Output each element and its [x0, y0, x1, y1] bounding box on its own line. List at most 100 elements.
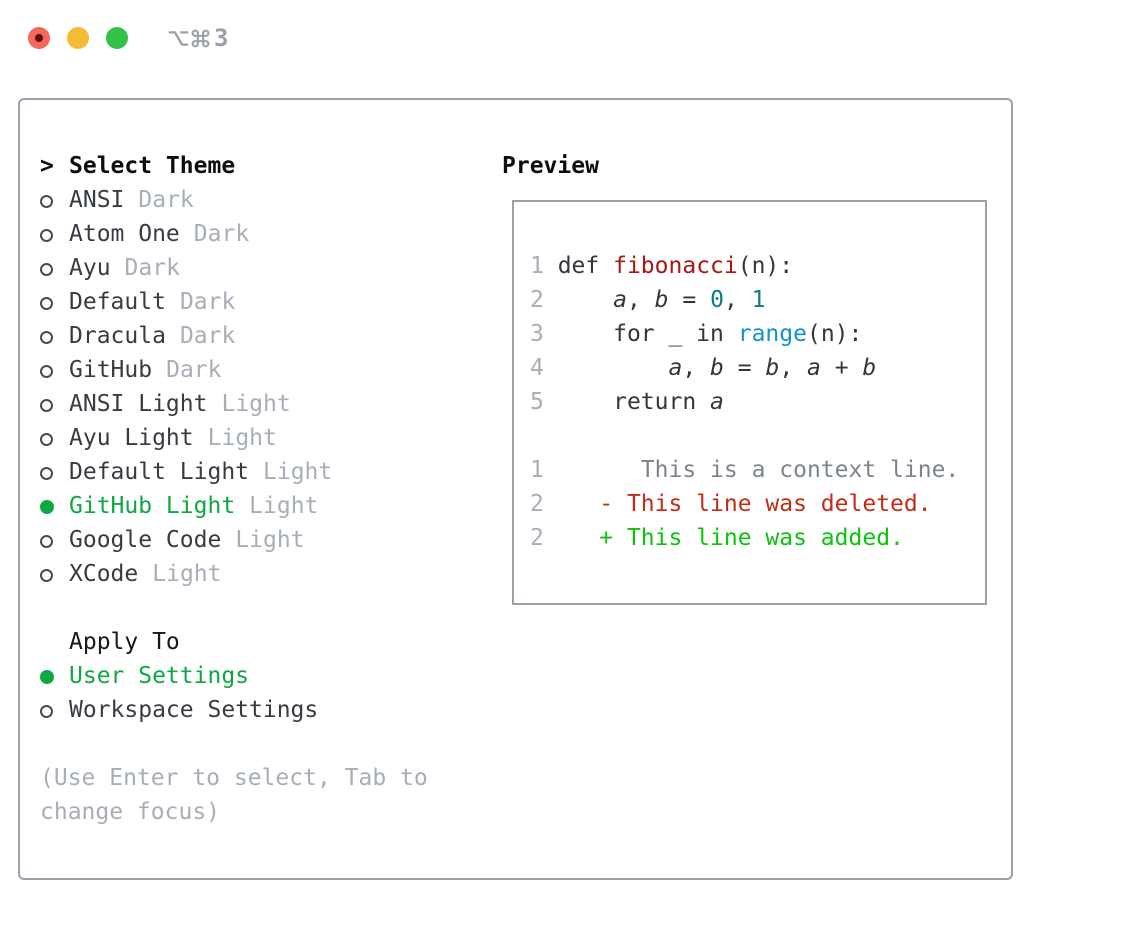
code-segment-code: def [543, 253, 614, 279]
preview-header: Preview [502, 149, 987, 183]
preview-pane: Preview 1 def fibonacci(n): 2 a, b = 0, 1… [502, 149, 987, 878]
theme-variant-tag: Dark [179, 289, 236, 315]
code-segment-code: , [682, 355, 711, 381]
theme-variant-tag: Light [152, 561, 222, 587]
apply-option-user-settings[interactable]: User Settings [40, 659, 502, 693]
theme-name: Ayu Light [69, 425, 194, 451]
radio-icon [40, 183, 69, 217]
unsaved-dot-icon [35, 34, 43, 42]
diff-line: 2 + This line was added. [530, 521, 985, 555]
theme-dialog: > Select Theme ANSI Dark Atom One Dark Ayu Dar… [18, 98, 1013, 880]
apply-to-title: Apply To [69, 629, 180, 655]
code-segment-add: + This line was added. [599, 525, 904, 551]
apply-to-header: Apply To [40, 625, 502, 659]
code-segment-func: fibonacci [613, 253, 738, 279]
code-segment-numlit: 1 [751, 287, 766, 313]
hint-text: (Use Enter to select, Tab to [40, 765, 428, 791]
code-segment-ln: 1 [530, 253, 544, 279]
minimize-button[interactable] [67, 27, 89, 49]
window-shortcut-label: 3 [168, 26, 228, 50]
radio-icon [40, 353, 69, 387]
apply-option-label: Workspace Settings [69, 697, 319, 723]
theme-name: GitHub [69, 357, 153, 383]
diff-line: 1 This is a context line. [530, 453, 985, 487]
theme-variant-tag: Dark [138, 187, 194, 213]
theme-option-dracula[interactable]: Dracula Dark [40, 319, 502, 353]
code-segment-context: This is a context line. [543, 457, 960, 483]
code-segment-ln: 1 [530, 457, 544, 483]
code-segment-code: , [626, 287, 655, 313]
apply-option-workspace-settings[interactable]: Workspace Settings [40, 693, 502, 727]
code-line: 3 for _ in range(n): [530, 317, 985, 351]
hint-text: change focus) [40, 799, 221, 825]
code-segment-code: , [779, 355, 808, 381]
close-button[interactable] [28, 27, 50, 49]
code-segment-ln: 3 [530, 321, 544, 347]
theme-option-default-light[interactable]: Default Light Light [40, 455, 502, 489]
code-segment-var: a [710, 389, 724, 415]
radio-selected-icon [40, 659, 69, 693]
radio-icon [40, 217, 69, 251]
theme-name: Atom One [69, 221, 180, 247]
code-segment-var: b [654, 287, 669, 313]
code-segment-code [544, 491, 599, 517]
code-segment-ln: 5 [530, 389, 544, 415]
code-segment-code [544, 287, 613, 313]
theme-variant-tag: Dark [179, 323, 236, 349]
theme-option-default[interactable]: Default Dark [40, 285, 502, 319]
code-segment-ln: 4 [530, 355, 544, 381]
keyboard-hint: (Use Enter to select, Tab to change focus… [40, 761, 502, 829]
theme-picker: > Select Theme ANSI Dark Atom One Dark Ayu Dar… [40, 149, 502, 878]
radio-icon [40, 421, 69, 455]
theme-option-ansi-light[interactable]: ANSI Light Light [40, 387, 502, 421]
theme-option-atom-one[interactable]: Atom One Dark [40, 217, 502, 251]
theme-option-ayu-light[interactable]: Ayu Light Light [40, 421, 502, 455]
theme-option-github[interactable]: GitHub Dark [40, 353, 502, 387]
code-segment-var: b [765, 355, 780, 381]
window-titlebar: 3 [28, 26, 228, 50]
code-segment-var: b [862, 355, 877, 381]
theme-option-google-code[interactable]: Google Code Light [40, 523, 502, 557]
apply-option-label: User Settings [69, 663, 250, 689]
theme-variant-tag: Light [263, 459, 333, 485]
apply-to-list: User Settings Workspace Settings [40, 659, 502, 727]
theme-option-ayu[interactable]: Ayu Dark [40, 251, 502, 285]
code-segment-del: - This line was deleted. [599, 491, 932, 517]
code-segment-code: for _ in [543, 321, 738, 347]
code-segment-var: a [613, 287, 627, 313]
diff-line: 2 - This line was deleted. [530, 487, 985, 521]
theme-name: Ayu [69, 255, 111, 281]
select-theme-header: > Select Theme [40, 149, 502, 183]
option-key-icon [168, 30, 189, 46]
code-segment-code [544, 525, 599, 551]
code-segment-builtin: range [737, 321, 807, 347]
theme-name: Dracula [69, 323, 166, 349]
code-segment-code [544, 355, 669, 381]
code-segment-ln: 2 [530, 287, 544, 313]
radio-icon [40, 319, 69, 353]
theme-option-xcode[interactable]: XCode Light [40, 557, 502, 591]
radio-icon [40, 251, 69, 285]
theme-name: XCode [69, 561, 139, 587]
theme-variant-tag: Dark [193, 221, 250, 247]
code-segment-code: + [820, 355, 863, 381]
code-segment-var: a [668, 355, 683, 381]
theme-option-github-light[interactable]: GitHub Light Light [40, 489, 502, 523]
blank-line [530, 419, 985, 453]
radio-icon [40, 693, 69, 727]
code-segment-code: = [723, 355, 766, 381]
code-segment-ln: 2 [530, 525, 544, 551]
radio-icon [40, 455, 69, 489]
theme-name: GitHub Light [69, 493, 236, 519]
code-line: 4 a, b = b, a + b [530, 351, 985, 385]
code-line: 5 return a [530, 385, 985, 419]
radio-selected-icon [40, 489, 69, 523]
zoom-button[interactable] [106, 27, 128, 49]
theme-name: ANSI Light [69, 391, 208, 417]
theme-variant-tag: Light [207, 425, 277, 451]
radio-icon [40, 285, 69, 319]
theme-name: Google Code [69, 527, 222, 553]
theme-name: Default Light [69, 459, 250, 485]
theme-option-ansi[interactable]: ANSI Dark [40, 183, 502, 217]
